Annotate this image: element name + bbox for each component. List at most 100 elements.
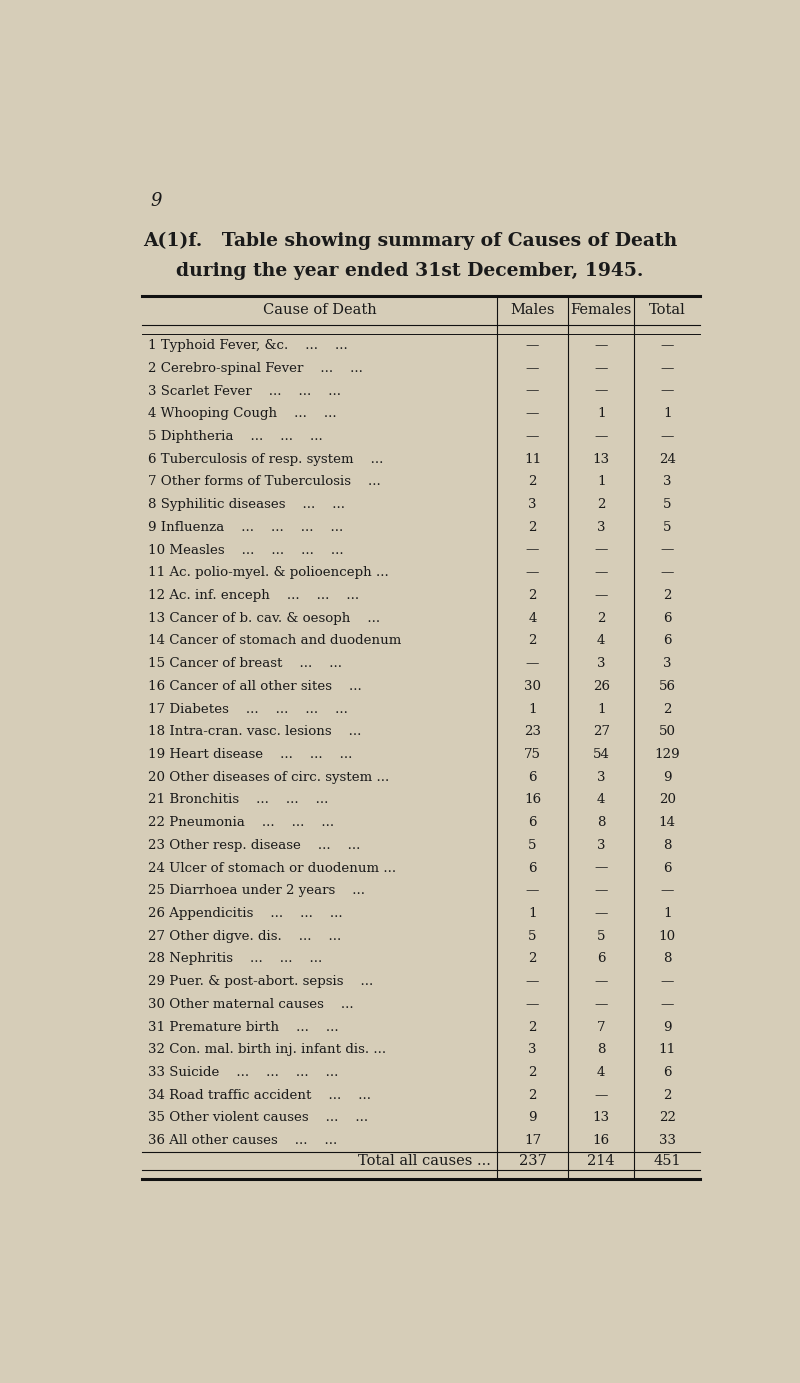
Text: 451: 451 (654, 1155, 681, 1169)
Text: 10: 10 (658, 929, 676, 943)
Text: —: — (526, 657, 539, 671)
Text: 27 Other digve. dis.    ...    ...: 27 Other digve. dis. ... ... (148, 929, 342, 943)
Text: —: — (661, 566, 674, 579)
Text: —: — (661, 975, 674, 989)
Text: 4 Whooping Cough    ...    ...: 4 Whooping Cough ... ... (148, 407, 337, 420)
Text: 56: 56 (659, 680, 676, 693)
Text: 1: 1 (597, 476, 606, 488)
Text: —: — (594, 862, 608, 874)
Text: —: — (526, 384, 539, 397)
Text: 16: 16 (524, 794, 541, 806)
Text: —: — (594, 999, 608, 1011)
Text: 1: 1 (597, 703, 606, 715)
Text: 1: 1 (663, 407, 672, 420)
Text: 3: 3 (663, 476, 671, 488)
Text: 2: 2 (528, 476, 537, 488)
Text: —: — (594, 430, 608, 443)
Text: 4: 4 (597, 635, 606, 647)
Text: 9: 9 (528, 1112, 537, 1124)
Text: 5: 5 (528, 839, 537, 852)
Text: 22 Pneumonia    ...    ...    ...: 22 Pneumonia ... ... ... (148, 816, 334, 830)
Text: 11 Ac. polio-myel. & polioenceph ...: 11 Ac. polio-myel. & polioenceph ... (148, 566, 389, 579)
Text: 15 Cancer of breast    ...    ...: 15 Cancer of breast ... ... (148, 657, 342, 671)
Text: —: — (594, 589, 608, 602)
Text: 33 Suicide    ...    ...    ...    ...: 33 Suicide ... ... ... ... (148, 1066, 338, 1079)
Text: —: — (594, 362, 608, 375)
Text: —: — (661, 430, 674, 443)
Text: 21 Bronchitis    ...    ...    ...: 21 Bronchitis ... ... ... (148, 794, 329, 806)
Text: —: — (661, 999, 674, 1011)
Text: 75: 75 (524, 748, 541, 761)
Text: 14 Cancer of stomach and duodenum: 14 Cancer of stomach and duodenum (148, 635, 402, 647)
Text: 2: 2 (663, 589, 671, 602)
Text: 17 Diabetes    ...    ...    ...    ...: 17 Diabetes ... ... ... ... (148, 703, 348, 715)
Text: 8: 8 (597, 1043, 606, 1057)
Text: 6: 6 (528, 862, 537, 874)
Text: 2: 2 (663, 703, 671, 715)
Text: —: — (661, 884, 674, 898)
Text: 34 Road traffic accident    ...    ...: 34 Road traffic accident ... ... (148, 1088, 371, 1102)
Text: 20: 20 (659, 794, 676, 806)
Text: 20 Other diseases of circ. system ...: 20 Other diseases of circ. system ... (148, 770, 390, 784)
Text: 1: 1 (597, 407, 606, 420)
Text: 10 Measles    ...    ...    ...    ...: 10 Measles ... ... ... ... (148, 544, 344, 556)
Text: 29 Puer. & post-abort. sepsis    ...: 29 Puer. & post-abort. sepsis ... (148, 975, 374, 989)
Text: 30: 30 (524, 680, 541, 693)
Text: —: — (594, 384, 608, 397)
Text: 24: 24 (659, 452, 676, 466)
Text: 6: 6 (663, 611, 671, 625)
Text: 1: 1 (528, 907, 537, 920)
Text: 3 Scarlet Fever    ...    ...    ...: 3 Scarlet Fever ... ... ... (148, 384, 342, 397)
Text: —: — (594, 566, 608, 579)
Text: 30 Other maternal causes    ...: 30 Other maternal causes ... (148, 999, 354, 1011)
Text: 6: 6 (663, 862, 671, 874)
Text: —: — (594, 884, 608, 898)
Text: 54: 54 (593, 748, 610, 761)
Text: —: — (661, 362, 674, 375)
Text: 4: 4 (597, 794, 606, 806)
Text: 6: 6 (597, 953, 606, 965)
Text: 32 Con. mal. birth inj. infant dis. ...: 32 Con. mal. birth inj. infant dis. ... (148, 1043, 386, 1057)
Text: 7: 7 (597, 1021, 606, 1033)
Text: 19 Heart disease    ...    ...    ...: 19 Heart disease ... ... ... (148, 748, 353, 761)
Text: 1: 1 (528, 703, 537, 715)
Text: 24 Ulcer of stomach or duodenum ...: 24 Ulcer of stomach or duodenum ... (148, 862, 397, 874)
Text: 26 Appendicitis    ...    ...    ...: 26 Appendicitis ... ... ... (148, 907, 343, 920)
Text: 25 Diarrhoea under 2 years    ...: 25 Diarrhoea under 2 years ... (148, 884, 366, 898)
Text: 50: 50 (659, 725, 676, 739)
Text: 6 Tuberculosis of resp. system    ...: 6 Tuberculosis of resp. system ... (148, 452, 384, 466)
Text: —: — (526, 975, 539, 989)
Text: 13: 13 (593, 452, 610, 466)
Text: 6: 6 (528, 770, 537, 784)
Text: —: — (526, 339, 539, 353)
Text: —: — (594, 339, 608, 353)
Text: 6: 6 (663, 635, 671, 647)
Text: 2: 2 (528, 1088, 537, 1102)
Text: —: — (526, 566, 539, 579)
Text: 3: 3 (528, 1043, 537, 1057)
Text: 2: 2 (597, 498, 606, 512)
Text: Total all causes ...: Total all causes ... (358, 1155, 490, 1169)
Text: 9 Influenza    ...    ...    ...    ...: 9 Influenza ... ... ... ... (148, 521, 344, 534)
Text: 5: 5 (597, 929, 606, 943)
Text: —: — (661, 384, 674, 397)
Text: 237: 237 (518, 1155, 546, 1169)
Text: 23 Other resp. disease    ...    ...: 23 Other resp. disease ... ... (148, 839, 361, 852)
Text: 3: 3 (663, 657, 671, 671)
Text: —: — (526, 884, 539, 898)
Text: 2: 2 (528, 1021, 537, 1033)
Text: 214: 214 (587, 1155, 615, 1169)
Text: 5: 5 (663, 498, 671, 512)
Text: —: — (594, 907, 608, 920)
Text: 11: 11 (658, 1043, 676, 1057)
Text: —: — (526, 544, 539, 556)
Text: 17: 17 (524, 1134, 541, 1148)
Text: 9: 9 (663, 1021, 671, 1033)
Text: 4: 4 (528, 611, 537, 625)
Text: 22: 22 (659, 1112, 676, 1124)
Text: 5 Diphtheria    ...    ...    ...: 5 Diphtheria ... ... ... (148, 430, 323, 443)
Text: 5: 5 (528, 929, 537, 943)
Text: 7 Other forms of Tuberculosis    ...: 7 Other forms of Tuberculosis ... (148, 476, 381, 488)
Text: 3: 3 (597, 770, 606, 784)
Text: —: — (594, 1088, 608, 1102)
